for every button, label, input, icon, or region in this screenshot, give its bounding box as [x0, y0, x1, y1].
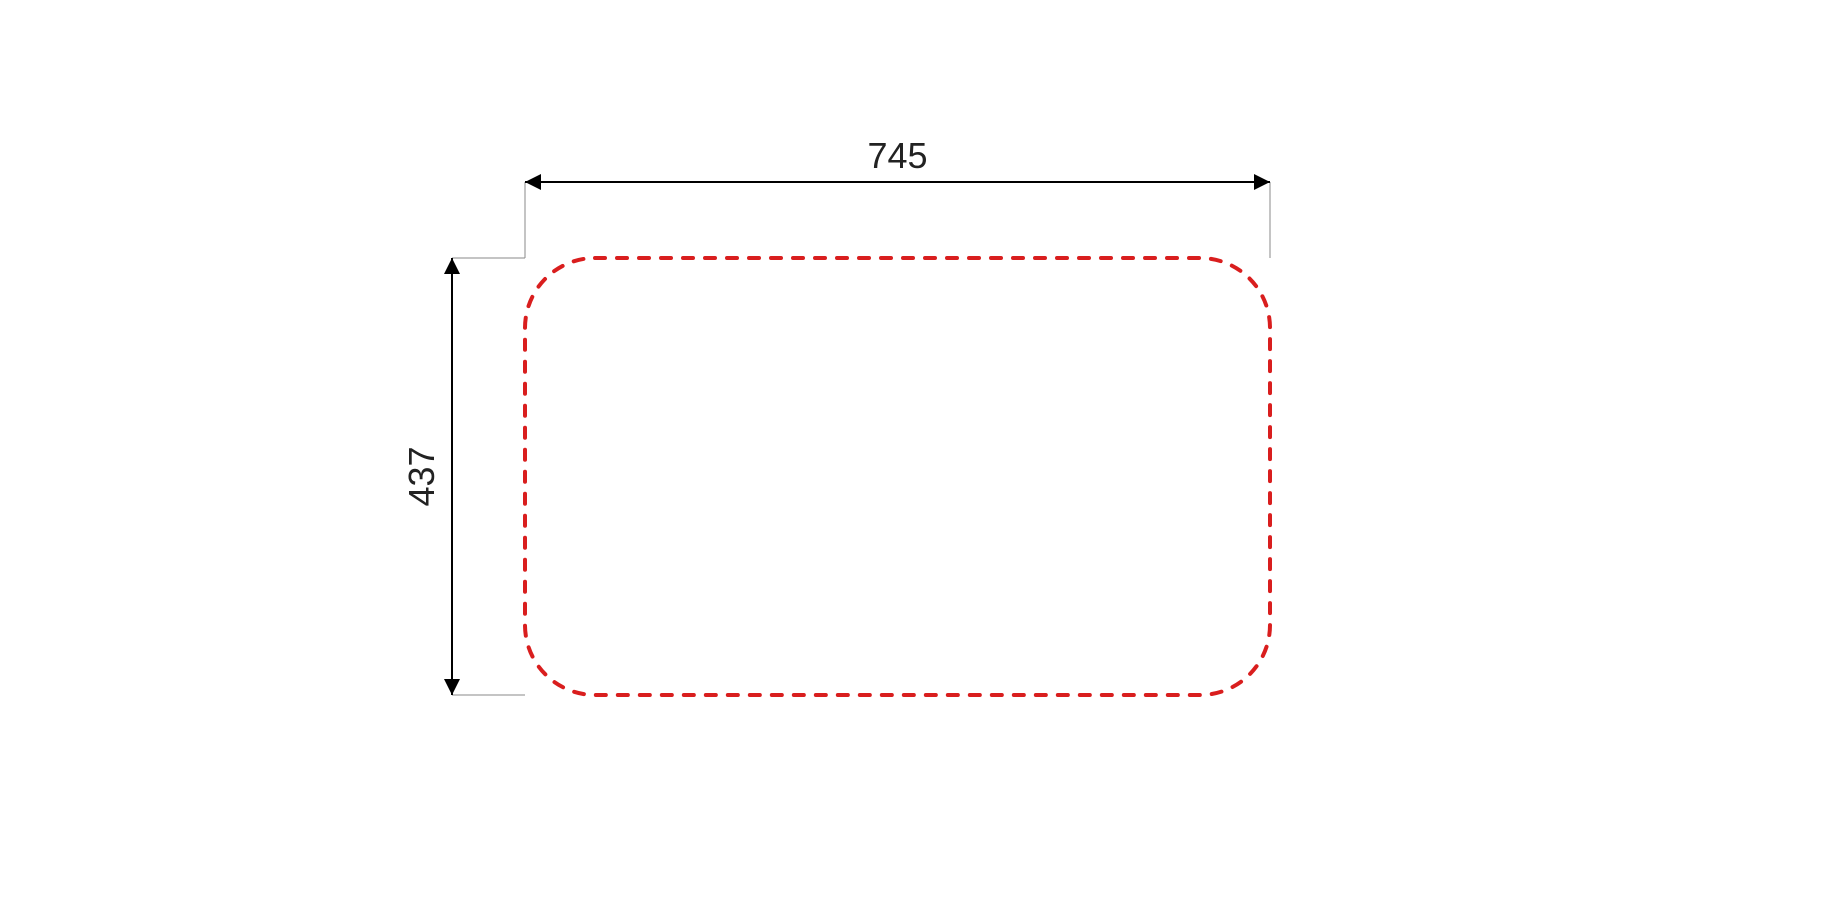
dim-v-arrow-bottom: [444, 679, 460, 695]
dim-h-arrow-right: [1254, 174, 1270, 190]
dim-v-arrow-top: [444, 258, 460, 274]
dim-h-label: 745: [867, 135, 927, 176]
dimension-vertical: 437: [401, 258, 525, 695]
dim-h-arrow-left: [525, 174, 541, 190]
rounded-rectangle: [525, 258, 1270, 695]
dim-v-label: 437: [401, 446, 442, 506]
dimension-horizontal: 745: [525, 135, 1270, 258]
